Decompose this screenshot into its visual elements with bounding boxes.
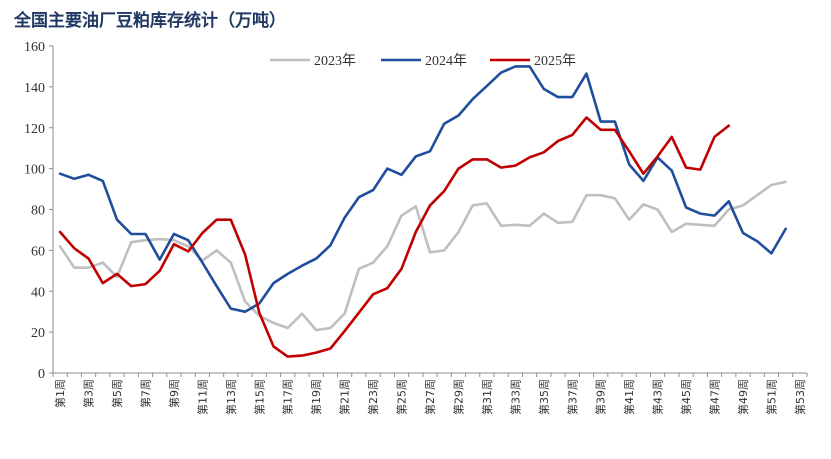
- x-tick-label: 第27周: [423, 379, 437, 415]
- x-tick-label: 第35周: [537, 379, 551, 415]
- x-tick-label: 第47周: [708, 379, 722, 415]
- series-line-2023年: [58, 180, 787, 332]
- x-tick-label: 第11周: [195, 379, 209, 415]
- x-tick-label: 第17周: [281, 379, 295, 415]
- x-tick-label: 第21周: [338, 379, 352, 415]
- x-tick-label: 第5周: [110, 379, 124, 408]
- y-tick-label: 120: [24, 122, 45, 137]
- x-tick-label: 第45周: [679, 379, 693, 415]
- x-tick-label: 第25周: [395, 379, 409, 415]
- y-tick-label: 60: [31, 244, 45, 259]
- x-tick-label: 第37周: [565, 379, 579, 415]
- x-tick-label: 第3周: [82, 379, 96, 408]
- legend-label: 2025年: [534, 53, 576, 69]
- series-line-2025年: [58, 116, 731, 358]
- legend-label: 2023年: [314, 53, 356, 69]
- y-tick-label: 80: [31, 204, 45, 219]
- y-tick-label: 140: [24, 81, 45, 96]
- x-tick-label: 第23周: [366, 379, 380, 415]
- y-tick-label: 0: [38, 367, 45, 382]
- x-tick-label: 第39周: [594, 379, 608, 415]
- x-tick-label: 第41周: [622, 379, 636, 415]
- y-tick-label: 100: [24, 163, 45, 178]
- series-line-2024年: [58, 65, 787, 313]
- x-tick-label: 第7周: [138, 379, 152, 408]
- x-tick-label: 第43周: [651, 379, 665, 415]
- y-tick-label: 40: [31, 285, 45, 300]
- x-tick-label: 第31周: [480, 379, 494, 415]
- x-tick-label: 第9周: [167, 379, 181, 408]
- legend-label: 2024年: [425, 53, 467, 69]
- x-tick-label: 第15周: [252, 379, 266, 415]
- chart-title: 全国主要油厂豆粕库存统计（万吨）: [14, 11, 286, 31]
- y-tick-label: 20: [31, 326, 45, 341]
- y-tick-label: 160: [24, 40, 45, 55]
- x-tick-label: 第51周: [764, 379, 778, 415]
- x-tick-label: 第19周: [309, 379, 323, 415]
- x-tick-label: 第29周: [451, 379, 465, 415]
- x-tick-label: 第13周: [224, 379, 238, 415]
- x-tick-label: 第1周: [53, 379, 67, 408]
- x-tick-label: 第53周: [793, 379, 807, 415]
- x-tick-label: 第49周: [736, 379, 750, 415]
- x-tick-label: 第33周: [508, 379, 522, 415]
